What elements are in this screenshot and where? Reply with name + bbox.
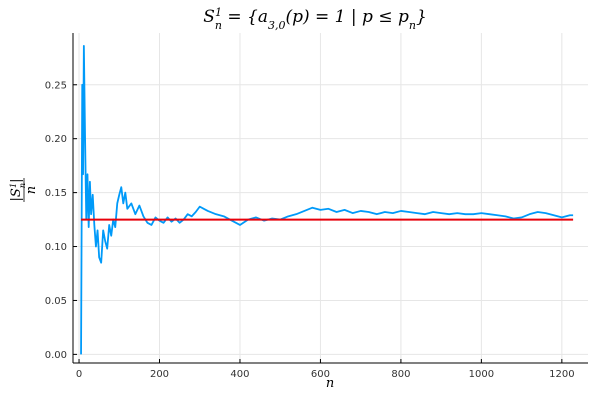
- series-lines: [80, 45, 574, 355]
- y-tick-label: 0.05: [45, 296, 67, 307]
- y-tick-label: 0.10: [45, 242, 67, 253]
- y-axis-label-numerator: |Sn1|: [9, 179, 27, 202]
- chart-title: Sn1 = {a3,0(p) = 1 | p ≤ pn}: [203, 6, 427, 32]
- x-tick-label: 400: [230, 369, 249, 380]
- series-line-ratio: [80, 45, 574, 355]
- x-tick-label: 800: [391, 369, 410, 380]
- y-tick-label: 0.20: [45, 134, 67, 145]
- x-tick-label: 1200: [549, 369, 574, 380]
- y-axis-label: |Sn1| n: [9, 178, 39, 202]
- y-tick-label: 0.25: [45, 80, 67, 91]
- y-tick-label: 0.15: [45, 188, 67, 199]
- x-tick-label: 1000: [469, 369, 494, 380]
- y-axis-label-denominator: n: [24, 186, 39, 194]
- x-tick-label: 0: [76, 369, 82, 380]
- axes: [72, 33, 588, 364]
- x-tick-label: 600: [311, 369, 330, 380]
- x-axis-label: n: [326, 376, 334, 391]
- ticks: 0 200 400 600 800 1000 1200 0.00 0.05 0.10 0.15 0.2…: [45, 80, 575, 380]
- y-tick-label: 0.00: [45, 350, 67, 361]
- x-tick-label: 200: [150, 369, 169, 380]
- grid-lines: [73, 33, 588, 363]
